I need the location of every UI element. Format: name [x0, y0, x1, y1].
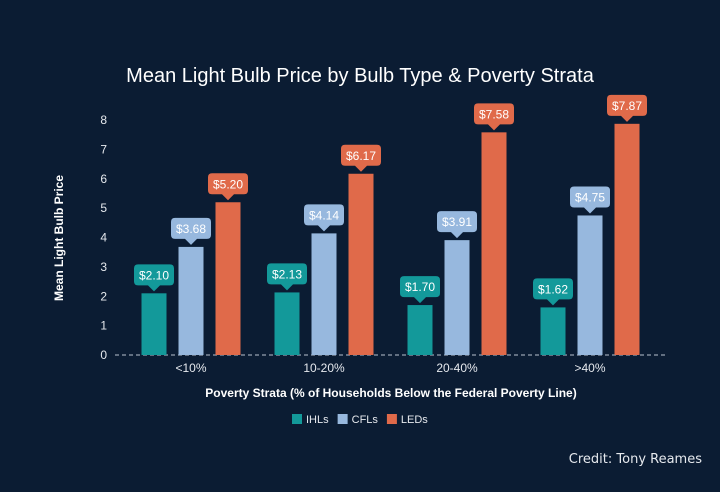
data-label-bubble	[304, 204, 344, 232]
bar-ihls	[141, 293, 167, 355]
y-tick-label: 3	[100, 260, 107, 274]
y-tick-label: 1	[100, 319, 107, 333]
bar-ihls	[274, 292, 300, 355]
bar-ihls	[540, 307, 566, 355]
y-tick-label: 6	[100, 172, 107, 186]
y-tick-label: 0	[100, 348, 107, 362]
y-tick-label: 7	[100, 142, 107, 156]
bar-leds	[481, 132, 507, 355]
chart-title: Mean Light Bulb Price by Bulb Type & Pov…	[126, 65, 595, 87]
data-label: $3.91	[442, 215, 472, 229]
credit: Credit: Tony Reames	[568, 452, 702, 467]
legend-label[interactable]: LEDs	[401, 414, 428, 426]
y-axis-label: Mean Light Bulb Price	[52, 175, 66, 301]
data-label: $2.13	[272, 267, 302, 281]
data-label: $4.75	[575, 190, 605, 204]
data-label-bubble	[570, 186, 610, 214]
data-label-bubble	[607, 94, 647, 122]
legend-swatch	[292, 414, 302, 424]
bar-cfls	[577, 215, 603, 355]
bar-ihls	[407, 305, 433, 355]
x-tick-label: 20-40%	[436, 361, 478, 375]
data-label-bubble	[208, 173, 248, 201]
data-label: $4.14	[309, 208, 339, 222]
legend-swatch	[386, 414, 397, 424]
x-tick-label: <10%	[175, 361, 206, 375]
legend-label[interactable]: CFLs	[352, 414, 379, 426]
bar-cfls	[444, 240, 470, 355]
data-label: $2.10	[139, 268, 169, 282]
data-label: $7.87	[612, 99, 642, 113]
data-label: $1.70	[405, 280, 435, 294]
data-label-bubble	[341, 144, 381, 172]
legend-label[interactable]: IHLs	[306, 414, 329, 426]
x-tick-label: >40%	[574, 361, 605, 375]
data-label-bubble	[533, 278, 573, 306]
legend-swatch	[337, 414, 348, 424]
y-tick-label: 8	[100, 113, 107, 127]
x-tick-label: 10-20%	[303, 361, 345, 375]
bar-cfls	[311, 233, 337, 355]
y-tick-label: 4	[100, 231, 107, 245]
data-label: $7.58	[479, 107, 509, 121]
data-label: $1.62	[538, 282, 568, 296]
bar-cfls	[178, 246, 204, 355]
bar-leds	[348, 173, 374, 355]
data-label: $3.68	[176, 222, 206, 236]
data-label: $5.20	[213, 177, 243, 191]
data-label-bubble	[134, 264, 174, 292]
y-tick-label: 2	[100, 289, 107, 303]
data-label-bubble	[267, 263, 307, 291]
y-tick-label: 5	[100, 201, 107, 215]
data-label-bubble	[437, 211, 477, 239]
bar-leds	[614, 123, 640, 355]
data-label-bubble	[171, 217, 211, 245]
data-label-bubble	[474, 103, 514, 131]
data-label-bubble	[400, 276, 440, 304]
x-axis-label: Poverty Strata (% of Households Below th…	[205, 386, 576, 400]
bar-leds	[215, 202, 241, 355]
data-label: $6.17	[346, 149, 376, 163]
